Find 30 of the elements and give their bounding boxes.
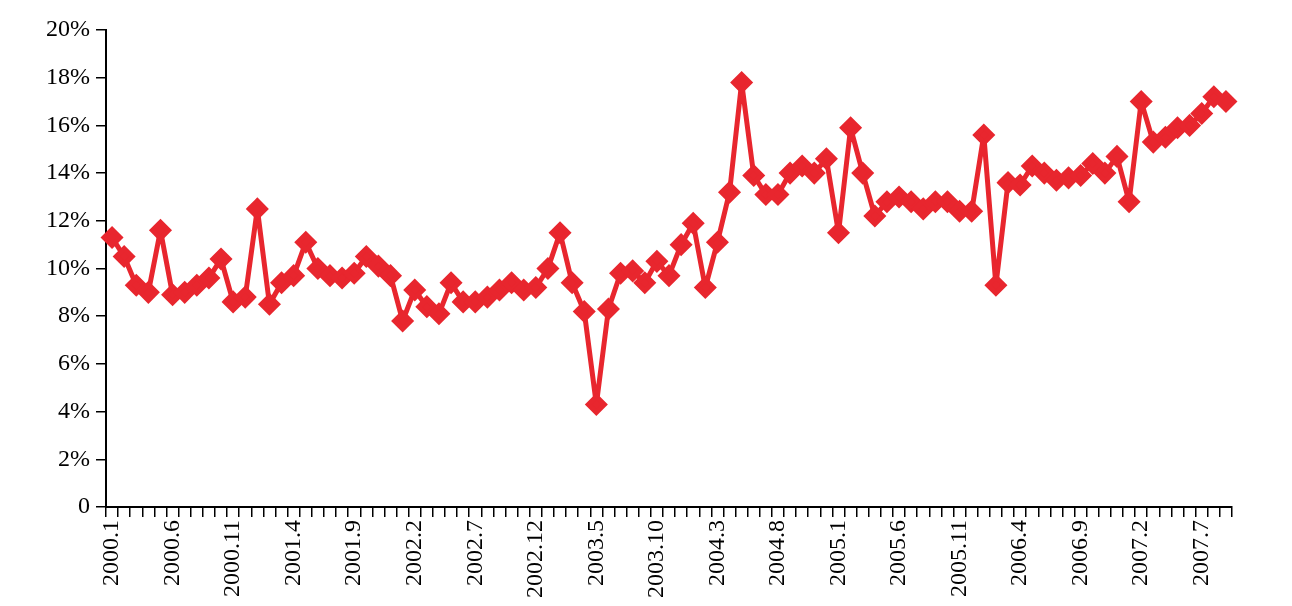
x-tick-label: 2005.11 xyxy=(944,520,971,598)
x-tick-label: 2002.7 xyxy=(460,520,487,586)
y-tick-label: 6% xyxy=(57,349,90,376)
y-tick-label: 14% xyxy=(45,158,90,185)
x-tick-label: 2002.2 xyxy=(400,520,427,586)
x-tick-label: 2001.9 xyxy=(339,520,366,586)
y-tick-label: 2% xyxy=(57,444,90,471)
y-tick-label: 8% xyxy=(57,301,90,328)
x-tick-label: 2002.12 xyxy=(521,520,548,598)
y-tick-label: 12% xyxy=(45,206,90,233)
x-tick-label: 2004.3 xyxy=(702,520,729,586)
x-tick-label: 2003.5 xyxy=(581,520,608,586)
x-tick-label: 2000.11 xyxy=(218,520,245,598)
x-tick-label: 2007.7 xyxy=(1187,520,1214,586)
x-tick-label: 2003.10 xyxy=(642,520,669,598)
x-tick-label: 2004.8 xyxy=(763,520,790,586)
x-tick-label: 2005.1 xyxy=(823,520,850,586)
y-tick-label: 0 xyxy=(77,492,90,519)
y-tick-label: 4% xyxy=(57,396,90,423)
y-tick-label: 10% xyxy=(45,253,90,280)
y-tick-label: 16% xyxy=(45,110,90,137)
x-tick-label: 2000.6 xyxy=(157,520,184,586)
x-tick-label: 2006.4 xyxy=(1005,520,1032,586)
x-tick-label: 2005.6 xyxy=(884,520,911,586)
x-tick-label: 2006.9 xyxy=(1065,520,1092,586)
y-tick-label: 18% xyxy=(45,63,90,89)
y-tick-label: 20% xyxy=(45,15,90,42)
x-tick-label: 2000.1 xyxy=(97,520,124,586)
x-tick-label: 2001.4 xyxy=(278,520,305,586)
x-tick-label: 2007.2 xyxy=(1126,520,1153,586)
